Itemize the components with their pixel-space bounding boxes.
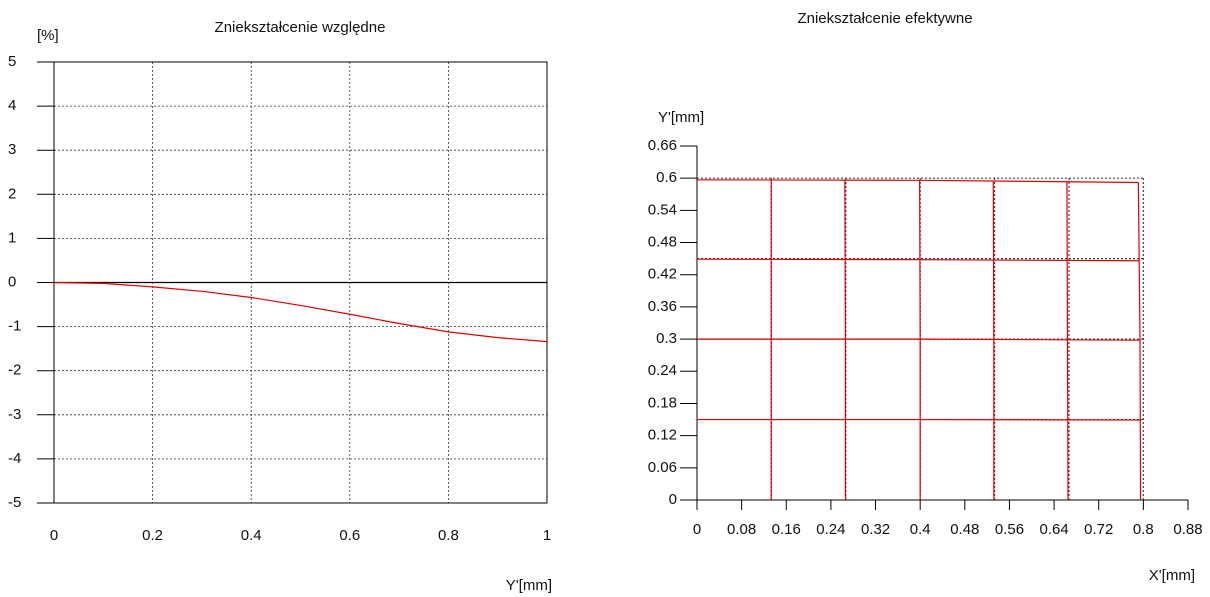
chart-title: Zniekształcenie efektywne <box>797 10 972 27</box>
y-tick-label: 0.18 <box>648 394 677 411</box>
x-tick-label: 0 <box>50 527 58 544</box>
x-tick-label: 0.72 <box>1084 521 1113 538</box>
distorted-grid-line <box>696 179 1139 184</box>
y-tick-label: 0.36 <box>648 298 677 315</box>
x-tick-label: 1 <box>543 527 551 544</box>
x-tick-label: 0.88 <box>1173 521 1202 538</box>
x-tick-label: 0.16 <box>772 521 801 538</box>
x-tick-label: 0 <box>693 521 701 538</box>
distorted-grid-line <box>697 338 1141 341</box>
x-tick-label: 0.2 <box>142 527 163 544</box>
y-tick-label: 0.3 <box>656 330 677 347</box>
y-tick-label: 0.6 <box>656 169 677 186</box>
distorted-grid-line <box>844 180 847 500</box>
y-tick-label: 4 <box>8 97 16 114</box>
y-tick-label: 0.48 <box>648 234 677 251</box>
y-tick-label: 0.54 <box>648 201 677 218</box>
x-tick-label: 0.6 <box>339 527 360 544</box>
x-tick-label: 0.48 <box>950 521 979 538</box>
y-tick-label: 0.66 <box>648 137 677 154</box>
y-tick-label: 3 <box>8 141 16 158</box>
y-tick-label: 0.42 <box>648 266 677 283</box>
data-line <box>53 281 548 343</box>
distorted-grid-line <box>1066 181 1069 501</box>
x-tick-label: 0.64 <box>1039 521 1068 538</box>
x-axis-label: Y'[mm] <box>506 577 552 594</box>
y-tick-label: -3 <box>8 406 21 423</box>
distorted-grid-line <box>992 180 995 500</box>
y-tick-label: -5 <box>8 494 21 511</box>
x-tick-label: 0.8 <box>1133 521 1154 538</box>
y-axis-label: [%] <box>37 27 59 44</box>
x-tick-label: 0.08 <box>727 521 756 538</box>
chart-title: Zniekształcenie względne <box>215 19 386 36</box>
y-axis-label: Y'[mm] <box>658 109 704 126</box>
y-tick-label: 5 <box>8 53 16 70</box>
y-tick-label: -2 <box>8 362 21 379</box>
x-tick-label: 0.56 <box>995 521 1024 538</box>
x-axis-label: X'[mm] <box>1149 567 1195 584</box>
x-tick-label: 0.4 <box>910 521 931 538</box>
y-tick-label: 0.06 <box>648 459 677 476</box>
y-tick-label: -1 <box>8 318 21 335</box>
y-tick-label: -4 <box>8 450 21 467</box>
x-tick-label: 0.8 <box>438 527 459 544</box>
y-tick-label: 0 <box>669 491 677 508</box>
distorted-grid-line <box>697 418 1141 421</box>
y-tick-label: 0.24 <box>648 362 677 379</box>
distorted-grid-line <box>696 258 1140 262</box>
x-tick-label: 0.24 <box>816 521 845 538</box>
x-tick-label: 0.4 <box>241 527 262 544</box>
y-tick-label: 0 <box>8 273 16 290</box>
y-tick-label: 1 <box>8 229 16 246</box>
y-tick-label: 0.12 <box>648 427 677 444</box>
distorted-grid-line <box>919 180 921 500</box>
y-tick-label: 2 <box>8 185 16 202</box>
distorted-grid-line <box>1137 182 1142 501</box>
x-tick-label: 0.32 <box>861 521 890 538</box>
